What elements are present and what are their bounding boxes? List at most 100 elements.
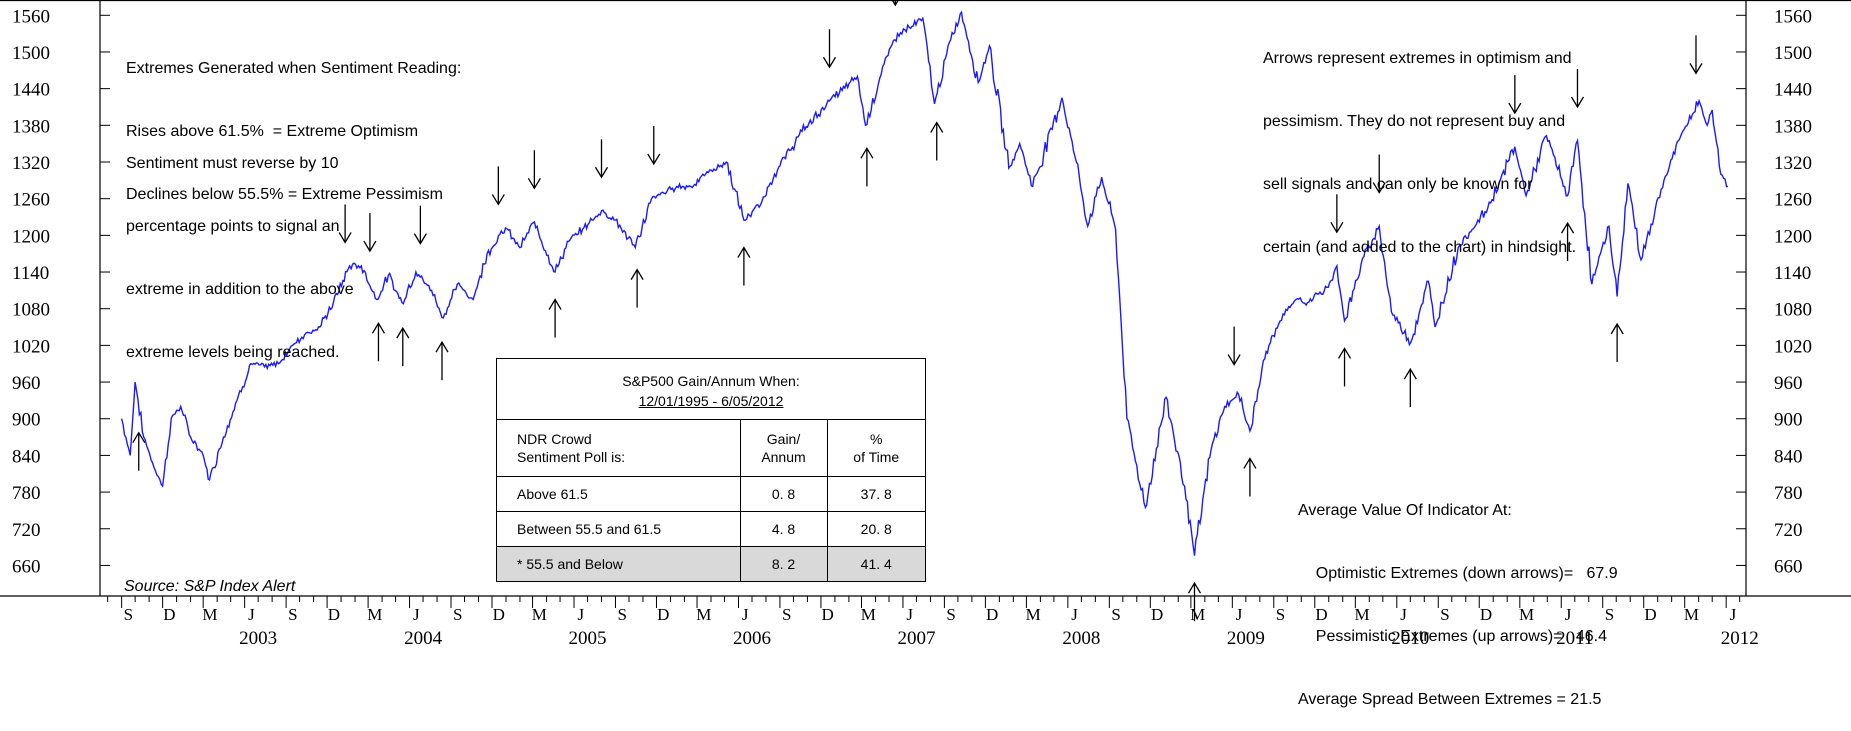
x-month-label: J [1565,605,1572,624]
arrow-up-head [737,246,751,258]
arrow-down-head [1330,221,1344,234]
arrow-up-head [435,340,449,353]
axes [0,0,1851,597]
x-year-label: 2005 [569,628,607,649]
x-month-label: M [532,605,547,624]
table-title: S&P500 Gain/Annum When: [622,373,800,389]
arrow-up [1403,367,1417,408]
average-note-line: Average Value Of Indicator At: [1298,502,1512,519]
y-tick-label-left: 1560 [12,6,50,27]
average-note: Average Value Of Indicator At: Optimisti… [1298,458,1618,731]
table-row: Above 61.5 0. 8 37. 8 [497,476,925,512]
x-month-label: S [617,605,626,624]
x-month-label: J [413,605,420,624]
col-header-text: % [870,431,883,447]
row-label: Between 55.5 and 61.5 [497,511,741,547]
extremes-note: Extremes Generated when Sentiment Readin… [126,16,461,226]
x-month-label: S [288,605,297,624]
x-year-label: 2006 [733,628,771,649]
arrows-note-line: pessimism. They do not represent buy and [1263,113,1566,130]
arrow-up-head [930,121,944,133]
x-month-label: M [696,605,711,624]
arrow-down [1372,154,1386,194]
x-year-label: 2011 [1556,628,1593,649]
y-tick-label-right: 960 [1774,373,1803,394]
reversal-note-line: extreme levels being reached. [126,344,340,361]
x-month-label: S [124,605,133,624]
x-month-label: M [1355,605,1370,624]
arrow-down [527,150,541,190]
table-column-headers: NDR Crowd Sentiment Poll is: Gain/ Annum… [497,420,925,477]
reversal-note-line: percentage points to signal an [126,218,340,235]
x-month-label: D [657,605,669,624]
x-month-label: M [861,605,876,624]
source-note: Source: S&P Index Alert [124,578,296,595]
x-month-label: M [1190,605,1205,624]
x-month-label: M [1684,605,1699,624]
arrow-up [1610,322,1624,362]
arrow-down-head [891,0,900,7]
arrow-down-head [363,240,377,253]
x-month-label: J [1730,605,1737,624]
y-tick-label-left: 1200 [12,226,50,247]
arrow-down [891,0,900,7]
y-tick-label-left: 960 [12,373,41,394]
x-month-label: S [782,605,791,624]
y-tick-label-left: 1440 [12,80,50,101]
col-header-text: Sentiment Poll is: [517,449,626,465]
y-tick-label-right: 660 [1774,556,1803,577]
y-tick-label-left: 900 [12,410,41,431]
col-header-time: % of Time [827,420,925,477]
extreme-arrows [132,0,1703,622]
arrow-up-head [1403,367,1417,380]
arrow-up-head [1243,457,1257,469]
arrow-down-head [413,233,427,245]
extremes-note-line: Extremes Generated when Sentiment Readin… [126,60,462,77]
y-tick-label-right: 1140 [1774,263,1811,284]
y-tick-label-left: 1500 [12,43,50,64]
y-tick-label-left: 660 [12,556,41,577]
x-month-label: J [1236,605,1243,624]
x-month-label: J [577,605,584,624]
arrows-note-line: certain (and added to the chart) in hind… [1263,239,1577,256]
col-header-sentiment: NDR Crowd Sentiment Poll is: [497,420,741,477]
x-month-label: M [367,605,382,624]
arrows-note-line: Arrows represent extremes in optimism an… [1263,50,1572,67]
y-tick-label-left: 1380 [12,116,50,137]
y-tick-label-left: 1320 [12,153,50,174]
y-tick-label-right: 840 [1774,446,1803,467]
table-subtitle: 12/01/1995 - 6/05/2012 [638,393,784,409]
arrow-down-head [594,166,609,179]
y-tick-label-left: 780 [12,483,41,504]
row-label: * 55.5 and Below [497,546,741,581]
x-year-label: 2008 [1062,628,1100,649]
arrows-note: Arrows represent extremes in optimism an… [1263,6,1576,279]
col-header-text: Annum [761,449,806,465]
x-year-label: 2009 [1227,628,1265,649]
arrow-up [930,121,944,161]
arrow-down [413,205,427,245]
row-gain: 4. 8 [740,511,828,547]
arrow-up [630,268,644,308]
arrow-up [435,340,449,381]
sentiment-chart: 660 660 720 720 780 780 840 840 900 900 960 960 1020… [0,0,1851,649]
arrow-up-head [1337,347,1352,359]
row-time: 37. 8 [827,476,925,512]
arrow-up [132,431,146,471]
row-gain: 0. 8 [740,476,828,512]
y-tick-label-left: 720 [12,520,41,541]
arrow-up [1337,347,1352,387]
x-month-label: D [328,605,340,624]
arrow-up-head [132,431,146,444]
arrows-note-line: sell signals and can only be known for [1263,176,1533,193]
col-header-gain: Gain/ Annum [740,420,828,477]
arrow-down [1227,326,1241,366]
col-header-text: NDR Crowd [517,431,592,447]
arrow-up [396,326,410,367]
y-tick-label-right: 1020 [1774,336,1812,357]
average-note-line: Optimistic Extremes (down arrows)= 67.9 [1298,565,1618,582]
x-month-label: D [1644,605,1656,624]
x-month-label: D [1480,605,1492,624]
y-tick-label-right: 1080 [1774,300,1812,321]
